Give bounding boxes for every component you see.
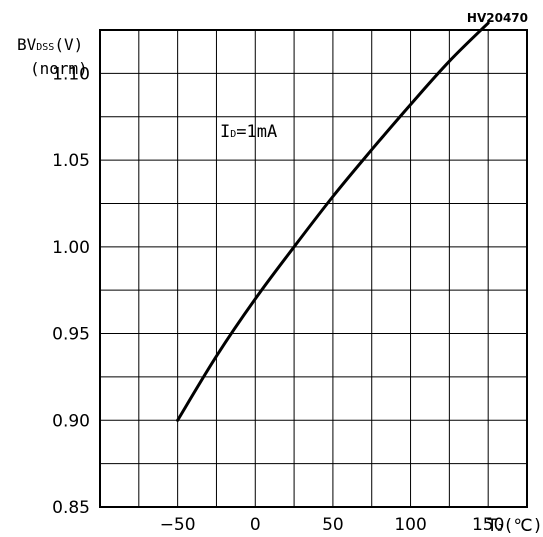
x-axis-label-main: T xyxy=(487,516,497,536)
y-tick-label: 0.95 xyxy=(52,325,90,345)
annotation-sub: D xyxy=(230,129,236,140)
y-tick-label: 1.05 xyxy=(52,151,90,171)
x-axis-label: TJ(℃) xyxy=(487,516,543,536)
x-tick-label: 0 xyxy=(250,515,261,535)
grid xyxy=(100,30,527,507)
y-tick-label: 0.85 xyxy=(52,498,90,518)
y-tick-label: 1.10 xyxy=(52,64,90,84)
x-tick-label: 150 xyxy=(472,515,504,535)
y-tick-label: 0.90 xyxy=(52,411,90,431)
y-axis-label-unit: (V) xyxy=(54,35,83,54)
annotation: ID=1mA xyxy=(220,122,277,142)
y-tick-label: 1.00 xyxy=(52,238,90,258)
y-tick-labels: 0.85 0.90 0.95 1.00 1.05 1.10 xyxy=(52,64,90,518)
y-axis-label-line2: (norm) xyxy=(30,59,88,78)
annotation-main: I xyxy=(220,122,230,142)
y-axis-label-main: BV xyxy=(17,35,37,54)
x-axis-label-sub: J xyxy=(497,523,503,534)
y-axis-label-sub: DSS xyxy=(36,42,54,53)
figure-code: HV20470 xyxy=(467,11,528,25)
x-tick-labels: −50 0 50 100 150 xyxy=(160,515,505,535)
x-tick-label: 50 xyxy=(322,515,344,535)
series-line xyxy=(176,21,490,422)
y-axis-label: BVDSS(V) xyxy=(17,35,83,54)
annotation-rest: =1mA xyxy=(236,122,277,142)
x-tick-label: −50 xyxy=(160,515,196,535)
x-axis-label-unit: (℃) xyxy=(503,516,543,536)
x-tick-label: 100 xyxy=(394,515,426,535)
plot-frame xyxy=(99,29,528,508)
